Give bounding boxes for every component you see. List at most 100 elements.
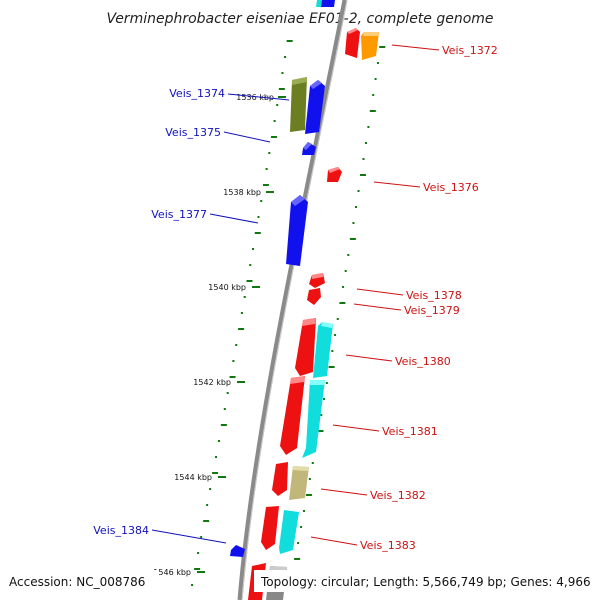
gc-dot (367, 126, 370, 128)
gene-label: Veis_1384 (93, 524, 149, 537)
genome-backbone-highlight (241, 0, 348, 600)
gene-veis-1381-cyan[interactable] (302, 380, 325, 458)
gc-dot (328, 366, 335, 368)
genome-backbone (237, 0, 348, 600)
gene-veis-1375[interactable] (302, 142, 316, 155)
gene-label: Veis_1375 (165, 126, 221, 139)
gc-dot (294, 558, 301, 560)
gc-dot (311, 462, 314, 464)
gene-label: Veis_1377 (151, 208, 207, 221)
gene-leader-line (310, 536, 358, 546)
gc-dot (342, 286, 345, 288)
gene-veis-1377[interactable] (286, 195, 308, 266)
gc-track-right (288, 46, 386, 592)
tick-mark (218, 476, 226, 478)
gene-veis-1376[interactable] (327, 167, 342, 182)
topology-text: Topology: circular; Length: 5,566,749 bp… (260, 575, 591, 589)
gene-veis-1381-red[interactable] (280, 376, 305, 455)
gene-labels: Veis_1374 Veis_1375 Veis_1377 Veis_1384 Veis… (93, 44, 497, 552)
gc-dot (238, 328, 245, 330)
tick-label: 1542 kbp (193, 378, 231, 387)
map-title: Verminephrobacter eiseniae EF01-2, compl… (106, 11, 493, 27)
gene-label: Veis_1372 (442, 44, 498, 57)
gc-dot (347, 254, 350, 256)
gc-dot (240, 312, 243, 314)
gene-veis-1380-cyan[interactable] (313, 322, 333, 378)
gc-dot (220, 424, 227, 426)
gene-veis-1383-cyan[interactable] (279, 510, 299, 554)
gene-veis-1372-orange[interactable] (361, 32, 379, 60)
gene-top-blue[interactable] (321, 0, 335, 7)
gc-dot (191, 584, 194, 586)
gc-dot (270, 136, 277, 138)
accession-text: Accession: NC_008786 (9, 575, 145, 589)
gc-dot (217, 440, 220, 442)
tick-mark (237, 381, 245, 383)
gc-dot (369, 110, 376, 112)
gene-label: Veis_1383 (360, 539, 416, 552)
gene-leader-line (332, 424, 380, 432)
gene-veis-1384[interactable] (230, 545, 245, 557)
gc-dot (262, 184, 269, 186)
tick-label: 1538 kbp (223, 188, 261, 197)
tick-mark (197, 571, 205, 573)
gc-dot (372, 94, 375, 96)
gene-label: Veis_1378 (406, 289, 462, 302)
gc-dot (355, 206, 357, 208)
gc-dot (344, 270, 347, 272)
tick-label: 1536 kbp (236, 93, 274, 102)
gc-dot (257, 216, 260, 218)
tick-label: 1540 kbp (208, 283, 246, 292)
gc-dot (286, 40, 293, 42)
gene-leader-line (356, 288, 404, 296)
gene-veis-1374-olive[interactable] (290, 77, 307, 132)
gc-dot (339, 302, 346, 304)
gc-dot (203, 520, 210, 522)
gc-dot (252, 248, 255, 250)
gene-label: Veis_1379 (404, 304, 460, 317)
gc-dot (212, 472, 219, 474)
gene-label: Veis_1380 (395, 355, 451, 368)
position-ticks: 1536 kbp 1538 kbp 1540 kbp 1542 kbp 1544 kbp… (153, 93, 286, 577)
tick-mark (278, 96, 286, 98)
gc-dot (281, 72, 284, 74)
gc-dot (297, 542, 300, 544)
gene-leader-line (373, 181, 421, 188)
tick-mark (266, 191, 274, 193)
gc-dot (226, 392, 229, 394)
gene-label: Veis_1374 (169, 87, 225, 100)
gene-veis-1374-blue[interactable] (305, 80, 325, 134)
gc-dot (278, 88, 285, 90)
gc-dot (260, 200, 263, 202)
gc-dot (336, 318, 339, 320)
tick-mark (252, 286, 260, 288)
gc-dot (360, 174, 367, 176)
tick-label: 1546 kbp (153, 568, 191, 577)
gene-veis-1382-red[interactable] (272, 462, 288, 496)
gc-dot (349, 238, 356, 240)
gene-label: Veis_1381 (382, 425, 438, 438)
gc-dot (229, 376, 236, 378)
gc-dot (268, 152, 271, 154)
gene-leader-line (151, 529, 227, 544)
gene-leader-line (227, 93, 290, 101)
gene-veis-1383-red[interactable] (261, 506, 279, 550)
gene-veis-1380-red[interactable] (295, 318, 316, 376)
gene-veis-1379[interactable] (307, 288, 321, 305)
gene-leader-line (223, 131, 271, 143)
gc-dot (284, 56, 287, 58)
gene-veis-1378[interactable] (309, 273, 325, 288)
gc-dot (323, 398, 326, 400)
gc-dot (197, 552, 200, 554)
gc-dot (200, 536, 203, 538)
gc-dot (246, 280, 253, 282)
gc-dot (317, 430, 324, 432)
gc-dot (364, 142, 367, 144)
gc-dot (206, 504, 209, 506)
gene-veis-1382-khaki[interactable] (289, 466, 309, 500)
gc-dot (209, 488, 212, 490)
gc-dot (376, 62, 379, 64)
gene-veis-1372-red[interactable] (345, 28, 360, 58)
